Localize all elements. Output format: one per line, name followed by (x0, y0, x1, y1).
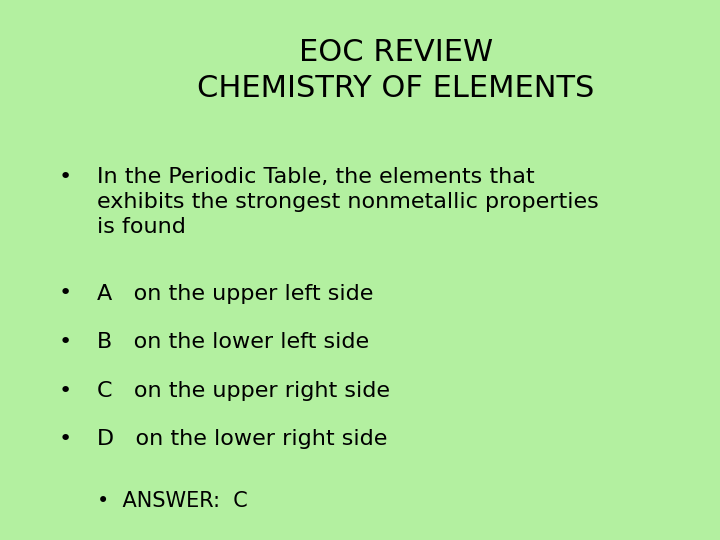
Text: •: • (58, 284, 71, 303)
Text: •: • (58, 429, 71, 449)
Text: •: • (58, 381, 71, 401)
Text: B   on the lower left side: B on the lower left side (97, 332, 369, 352)
Text: D   on the lower right side: D on the lower right side (97, 429, 387, 449)
Text: A   on the upper left side: A on the upper left side (97, 284, 374, 303)
Text: •: • (58, 167, 71, 187)
Text: C   on the upper right side: C on the upper right side (97, 381, 390, 401)
Text: •: • (58, 332, 71, 352)
Text: In the Periodic Table, the elements that
exhibits the strongest nonmetallic prop: In the Periodic Table, the elements that… (97, 167, 599, 237)
Text: EOC REVIEW
CHEMISTRY OF ELEMENTS: EOC REVIEW CHEMISTRY OF ELEMENTS (197, 38, 595, 103)
Text: •  ANSWER:  C: • ANSWER: C (97, 491, 248, 511)
